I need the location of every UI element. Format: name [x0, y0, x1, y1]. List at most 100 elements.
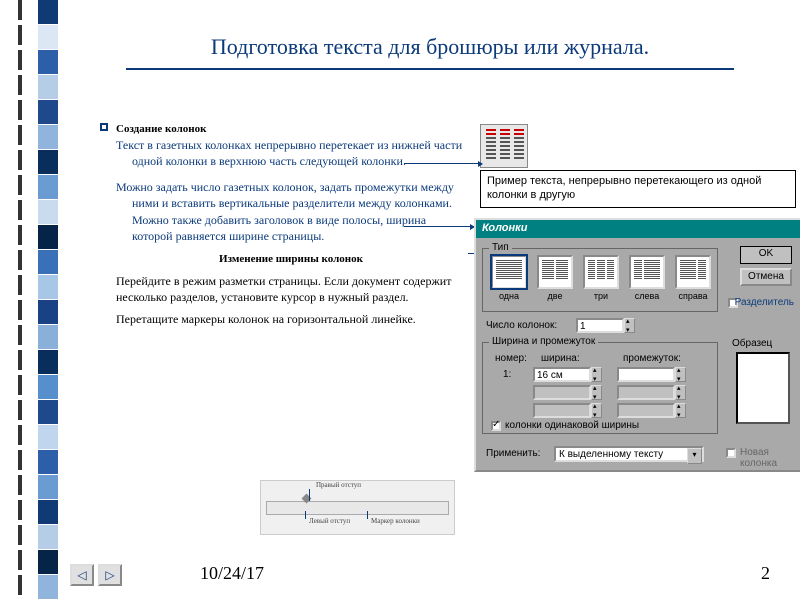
row2-width-spinner — [591, 385, 602, 400]
spiral-segment — [10, 500, 38, 520]
sample-preview — [736, 352, 790, 424]
spiral-segment — [10, 25, 38, 45]
spiral-color-tile — [38, 575, 58, 599]
spiral-segment — [10, 225, 38, 245]
equal-width-label: колонки одинаковой ширины — [505, 420, 639, 431]
spiral-color-tile — [38, 275, 58, 299]
spiral-color-tile — [38, 375, 58, 399]
row3-gap-input — [617, 403, 675, 418]
row1-width-input[interactable]: 16 см — [533, 367, 591, 382]
slide-content: Подготовка текста для брошюры или журнал… — [60, 0, 800, 600]
prev-slide-button[interactable]: ◁ — [70, 564, 94, 586]
row2-width-input — [533, 385, 591, 400]
col-gap-header: промежуток: — [623, 353, 681, 364]
spiral-color-tile — [38, 250, 58, 274]
preset-label: справа — [673, 291, 713, 301]
preset-справа[interactable]: справа — [673, 255, 713, 301]
bullet-icon — [100, 123, 108, 131]
spiral-color-tile — [38, 400, 58, 424]
spiral-color-tile — [38, 50, 58, 74]
spiral-segment — [10, 50, 38, 70]
preset-одна[interactable]: одна — [489, 255, 529, 301]
preset-три[interactable]: три — [581, 255, 621, 301]
row1-gap-input[interactable] — [617, 367, 675, 382]
spiral-color-tile — [38, 0, 58, 24]
equal-width-checkbox[interactable] — [491, 421, 501, 431]
row2-gap-spinner — [675, 385, 686, 400]
row1-gap-spinner[interactable] — [675, 367, 686, 382]
preset-label: слева — [627, 291, 667, 301]
preset-group-label: Тип — [489, 242, 512, 253]
title-underline — [126, 68, 734, 70]
ruler-label-right-indent: Правый отступ — [316, 481, 361, 489]
spiral-segment — [10, 325, 38, 345]
num-cols-input[interactable]: 1 — [576, 318, 624, 333]
spiral-color-tile — [38, 125, 58, 149]
spiral-segment — [10, 175, 38, 195]
example-text-box: Пример текста, непрерывно перетекающего … — [480, 170, 796, 208]
spiral-color-tile — [38, 525, 58, 549]
apply-label: Применить: — [486, 448, 540, 459]
spiral-color-tile — [38, 450, 58, 474]
preset-слева[interactable]: слева — [627, 255, 667, 301]
spiral-segment — [10, 125, 38, 145]
spiral-segment — [10, 0, 38, 20]
row1-num: 1: — [503, 369, 511, 380]
spiral-segment — [10, 350, 38, 370]
row1-width-spinner[interactable] — [591, 367, 602, 382]
spiral-segment — [10, 200, 38, 220]
columns-dialog: Колонки Тип однадветри слева справа OK Отм… — [474, 218, 800, 472]
cancel-button[interactable]: Отмена — [740, 268, 792, 286]
spiral-segment — [10, 150, 38, 170]
spiral-color-tile — [38, 100, 58, 124]
spiral-color-tile — [38, 175, 58, 199]
para-3: Перейдите в режим разметки страницы. Есл… — [116, 273, 466, 305]
page-title: Подготовка текста для брошюры или журнал… — [60, 34, 800, 60]
preset-две[interactable]: две — [535, 255, 575, 301]
heading-create-columns: Создание колонок — [116, 122, 466, 137]
next-slide-button[interactable]: ▷ — [98, 564, 122, 586]
spiral-color-tile — [38, 500, 58, 524]
preset-label: три — [581, 291, 621, 301]
spiral-segment — [10, 300, 38, 320]
row3-width-input — [533, 403, 591, 418]
spiral-color-tile — [38, 475, 58, 499]
spiral-segment — [10, 450, 38, 470]
separator-label: Разделитель — [735, 297, 794, 308]
num-cols-spinner[interactable] — [624, 318, 635, 333]
spiral-color-tile — [38, 25, 58, 49]
row2-gap-input — [617, 385, 675, 400]
sample-label: Образец — [732, 338, 772, 349]
spiral-color-tile — [38, 150, 58, 174]
spiral-segment — [10, 400, 38, 420]
col-width-header: ширина: — [541, 353, 580, 364]
new-column-checkbox[interactable] — [726, 448, 736, 458]
col-num-header: номер: — [495, 353, 527, 364]
spiral-segment — [10, 550, 38, 570]
spiral-color-tile — [38, 425, 58, 449]
preset-label: одна — [489, 291, 529, 301]
preset-group: Тип однадветрислевасправа — [482, 248, 718, 312]
spiral-color-tile — [38, 325, 58, 349]
spiral-color-tile — [38, 550, 58, 574]
spiral-color-tile — [38, 350, 58, 374]
spiral-segment — [10, 475, 38, 495]
spiral-segment — [10, 375, 38, 395]
columns-toolbar-icon — [480, 124, 528, 168]
row3-width-spinner — [591, 403, 602, 418]
width-group: Ширина и промежуток номер: ширина: проме… — [482, 342, 718, 434]
subheading-width: Изменение ширины колонок — [116, 252, 466, 267]
spiral-segment — [10, 425, 38, 445]
spiral-color-tile — [38, 300, 58, 324]
spiral-color-tile — [38, 225, 58, 249]
apply-combo[interactable]: К выделенному тексту — [554, 446, 704, 462]
row3-gap-spinner — [675, 403, 686, 418]
ruler-label-left-indent: Левый отступ — [309, 517, 350, 525]
para-1: Текст в газетных колонках непрерывно пер… — [116, 137, 466, 169]
para-2: Можно задать число газетных колонок, зад… — [116, 179, 466, 244]
ok-button[interactable]: OK — [740, 246, 792, 264]
footer-date: 10/24/17 — [200, 563, 264, 584]
spiral-segment — [10, 250, 38, 270]
dialog-title: Колонки — [476, 220, 800, 238]
spiral-color-tile — [38, 200, 58, 224]
